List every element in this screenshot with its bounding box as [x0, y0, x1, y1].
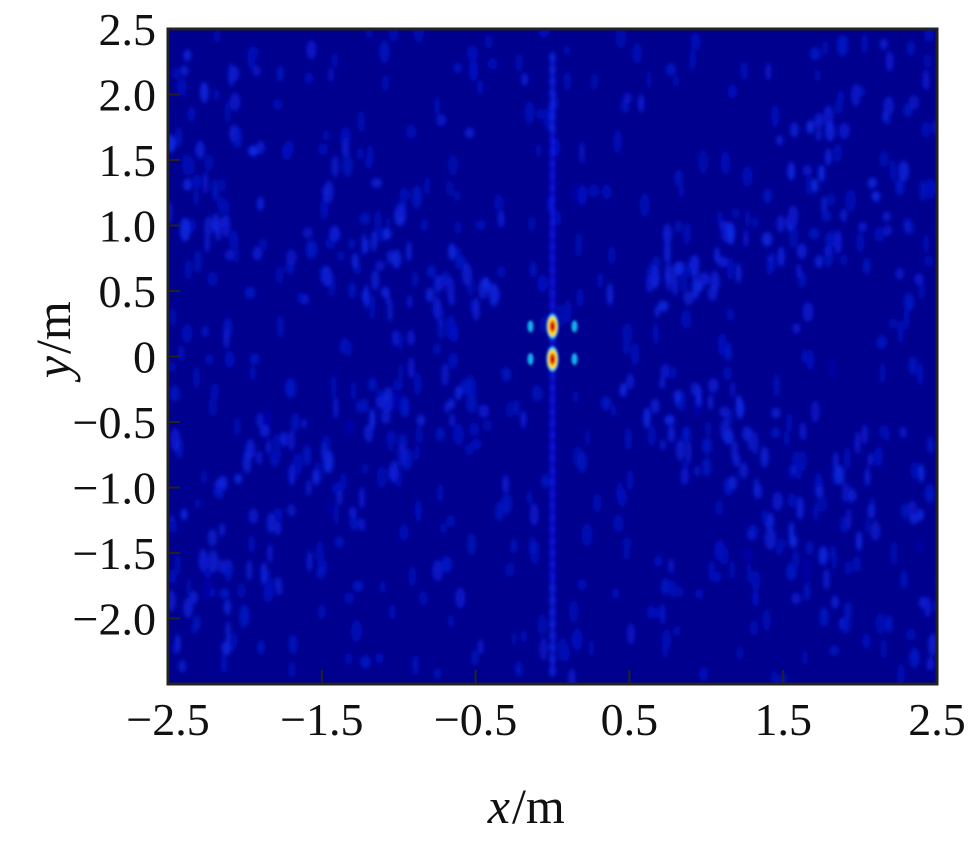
x-tick-label-5: 2.5	[908, 694, 966, 745]
peak-0	[527, 313, 578, 340]
x-tick-label-2: −0.5	[434, 694, 517, 745]
peak-layer	[527, 313, 578, 373]
peak-1	[527, 346, 578, 373]
y-axis-title: y	[25, 355, 81, 383]
x-axis-unit: /m	[512, 778, 565, 834]
x-axis: −2.5 −1.5 −0.5 0.5 1.5 2.5	[126, 670, 966, 745]
x-axis-title: x	[487, 778, 510, 834]
y-tick-label-3: 1.0	[99, 201, 157, 252]
x-tick-label-3: 0.5	[601, 694, 659, 745]
x-tick-label-4: 1.5	[754, 694, 812, 745]
y-tick-label-4: 0.5	[99, 266, 157, 317]
y-tick-label-1: 2.0	[99, 70, 157, 121]
y-tick-label-7: −1.0	[73, 463, 156, 514]
speckle-field	[168, 29, 937, 684]
y-tick-label-6: −0.5	[73, 397, 156, 448]
x-tick-label-0: −2.5	[126, 694, 209, 745]
y-tick-label-9: −2.0	[73, 594, 156, 645]
y-tick-label-5: 0	[133, 332, 156, 383]
y-axis-unit: /m	[25, 301, 81, 354]
y-tick-label-0: 2.5	[99, 4, 157, 55]
x-tick-label-1: −1.5	[280, 694, 363, 745]
y-axis: 2.5 2.0 1.5 1.0 0.5 0 −0.5 −1.0 −1.5 −2.0	[73, 4, 180, 645]
y-tick-label-8: −1.5	[73, 528, 156, 579]
y-axis-title-group: y /m	[25, 301, 81, 383]
y-tick-label-2: 1.5	[99, 135, 157, 186]
